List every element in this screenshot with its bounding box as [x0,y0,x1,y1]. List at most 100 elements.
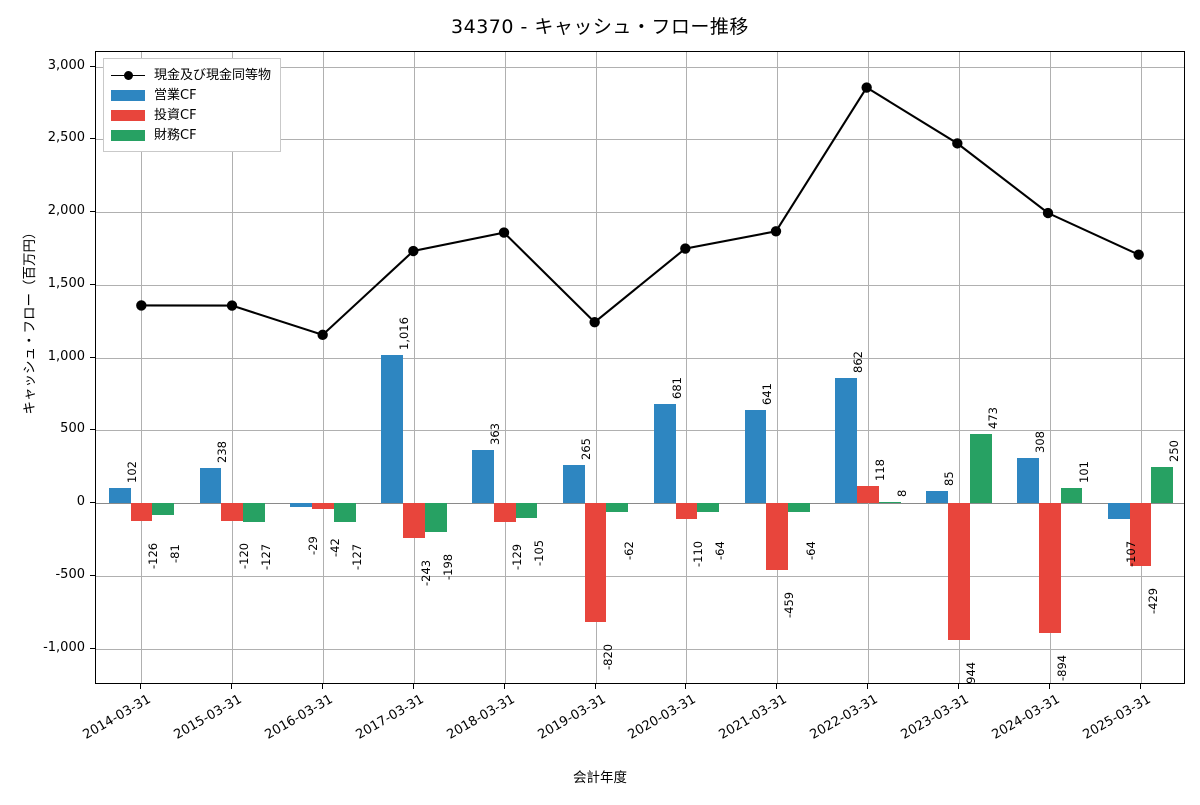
bar[interactable] [472,450,494,504]
gridline-horizontal [96,66,1184,68]
bar[interactable] [857,485,879,504]
bar-value-label: 8 [894,489,909,497]
bar-value-label: -127 [259,543,274,570]
y-tick-mark [90,138,95,140]
bar-value-label: -105 [531,540,546,567]
legend-item[interactable]: 営業CF [111,85,271,105]
plot-area: 2014-03-31: 13532015-03-31: 13522016-03-… [95,51,1185,684]
y-tick-label: -1,000 [43,639,85,655]
bar[interactable] [926,490,948,504]
line-marker[interactable]: 2021-03-31: 1864 [770,226,782,237]
legend-item[interactable]: 投資CF [111,105,271,125]
gridline-vertical [1140,52,1142,683]
bar-value-label: -107 [1123,540,1138,567]
x-tick-mark [140,684,142,689]
bar[interactable] [697,503,720,513]
y-tick-label: 1,000 [47,348,85,364]
x-tick-mark [322,684,324,689]
bar[interactable] [562,464,585,504]
bar[interactable] [493,503,516,522]
bar[interactable] [1060,488,1083,504]
line-marker[interactable]: 2020-03-31: 1745 [680,243,691,254]
x-tick-mark [231,684,233,689]
bar-value-label: -429 [1145,587,1160,614]
x-tick-mark [503,684,505,689]
bar[interactable] [606,503,629,513]
bar[interactable] [675,503,698,520]
x-axis-label: 会計年度 [573,770,627,786]
bar[interactable] [333,503,356,522]
bar[interactable] [424,503,447,532]
bar-value-label: -126 [146,543,161,570]
bar[interactable] [878,501,901,504]
y-tick-mark [90,502,95,504]
bar-value-label: 102 [124,461,139,484]
gridline-vertical [504,52,506,683]
line-marker[interactable]: 2025-03-31: 1703 [1133,249,1144,260]
bar[interactable] [948,503,970,641]
bar-value-label: -29 [306,536,321,556]
bar[interactable] [1151,466,1174,504]
bar-value-label: -894 [1054,655,1069,682]
x-tick-mark [1048,684,1050,689]
bar[interactable] [1038,503,1061,634]
y-tick-mark [90,574,95,576]
bar[interactable] [788,503,810,513]
x-tick-mark [412,684,414,689]
bar-value-label: -820 [600,644,615,671]
bar-value-label: -64 [713,541,728,561]
x-tick-label: 2019-03-31 [535,692,609,743]
y-tick-label: 500 [60,421,85,437]
bar-value-label: 308 [1032,431,1047,454]
x-tick-mark [594,684,596,689]
bar[interactable] [381,355,403,504]
gridline-horizontal [96,212,1184,214]
gridline-horizontal [96,284,1184,286]
bar-value-label: -127 [349,543,364,570]
bar[interactable] [403,503,425,539]
legend-line-marker-icon [111,70,145,81]
bar-value-label: -243 [418,560,433,587]
bar[interactable] [312,503,334,510]
bar[interactable] [108,488,131,504]
gridline-horizontal [96,357,1184,359]
gridline-vertical [1049,52,1051,683]
bar[interactable] [1017,458,1039,504]
gridline-vertical [595,52,597,683]
bar[interactable] [969,434,992,504]
bar[interactable] [835,377,858,504]
line-marker[interactable]: 2022-03-31: 2855 [861,82,872,93]
legend-label: 財務CF [154,127,197,143]
chart-title: 34370 - キャッシュ・フロー推移 [451,16,749,38]
x-tick-label: 2017-03-31 [353,692,427,743]
bar[interactable] [766,503,789,570]
x-tick-label: 2018-03-31 [444,692,518,743]
bar-value-label: 1,016 [397,317,412,351]
bar[interactable] [152,503,175,515]
bar[interactable] [199,468,222,504]
legend-item[interactable]: 現金及び現金同等物 [111,65,271,85]
x-tick-mark [685,684,687,689]
bar[interactable] [243,503,265,522]
bar[interactable] [515,503,538,519]
y-tick-label: 1,500 [47,275,85,291]
bar[interactable] [130,503,153,522]
bar-value-label: -129 [509,543,524,570]
gridline-vertical [323,52,325,683]
bar[interactable] [221,503,244,521]
y-axis-label: キャッシュ・フロー（百万円） [22,225,38,415]
bar[interactable] [1107,503,1130,519]
bar[interactable] [1129,503,1152,566]
x-tick-label: 2023-03-31 [898,692,972,743]
legend-color-swatch [111,109,145,121]
x-tick-mark [957,684,959,689]
bar[interactable] [584,503,607,623]
bar[interactable] [653,404,676,504]
y-tick-mark [90,283,95,285]
bar[interactable] [290,503,313,508]
bar-value-label: -944 [963,662,978,684]
legend-item[interactable]: 財務CF [111,125,271,145]
legend-label: 現金及び現金同等物 [154,67,272,83]
bar[interactable] [744,409,767,504]
